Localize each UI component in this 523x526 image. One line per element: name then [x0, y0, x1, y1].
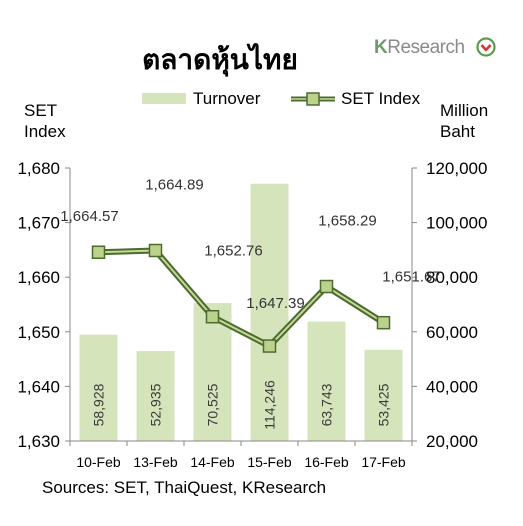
turnover-label-15-feb: 114,246	[262, 380, 278, 430]
set-index-label-14-feb: 1,652.76	[204, 243, 262, 260]
set-index-point-16-feb	[319, 279, 334, 294]
turnover-bar-17-feb	[364, 349, 403, 441]
left-tick-label-5: 1,680	[17, 159, 60, 178]
turnover-bar-10-feb	[79, 334, 118, 441]
left-tick-label-1: 1,640	[17, 377, 60, 396]
turnover-label-13-feb: 52,935	[148, 383, 164, 426]
left-axis-title-line-1: SET	[24, 101, 58, 120]
legend-set-index-label: SET Index	[341, 89, 421, 108]
right-tick-label-5: 120,000	[426, 159, 487, 178]
x-tick-label-16-feb: 16-Feb	[304, 454, 349, 470]
right-tick-label-1: 40,000	[426, 377, 478, 396]
x-tick-label-17-feb: 17-Feb	[361, 454, 406, 470]
kbank-logo-icon	[476, 37, 496, 57]
turnover-label-17-feb: 53,425	[376, 383, 392, 426]
left-tick-label-3: 1,660	[17, 268, 60, 287]
set-index-point-15-feb	[262, 339, 277, 353]
right-tick-label-0: 20,000	[426, 432, 478, 451]
set-index-label-15-feb: 1,647.39	[246, 295, 304, 312]
turnover-label-10-feb: 58,928	[91, 383, 107, 426]
turnover-label-14-feb: 70,525	[205, 383, 221, 426]
right-tick-label-3: 80,000	[426, 268, 478, 287]
set-index-label-13-feb: 1,664.89	[145, 177, 203, 194]
brand-name: Research	[387, 37, 465, 58]
left-axis-title: SET Index	[24, 100, 66, 142]
x-tick-label-15-feb: 15-Feb	[247, 454, 292, 470]
set-index-line-inner	[98, 249, 385, 348]
turnover-bar-16-feb	[307, 321, 346, 441]
legend-set-index-marker	[306, 92, 320, 106]
x-tick-label-10-feb: 10-Feb	[76, 454, 121, 470]
legend-turnover-swatch	[142, 93, 186, 104]
source-note: Sources: SET, ThaiQuest, KResearch	[42, 478, 327, 497]
right-axis-title: Million Baht	[440, 100, 488, 142]
right-tick-label-2: 60,000	[426, 323, 478, 342]
kresearch-logo: KResearch	[374, 37, 465, 59]
set-index-point-14-feb	[205, 309, 220, 324]
set-index-label-17-feb: 1,651.67	[382, 269, 440, 286]
legend-turnover-label: Turnover	[193, 89, 261, 108]
turnover-label-16-feb: 63,743	[319, 383, 335, 426]
left-tick-label-2: 1,650	[17, 323, 60, 342]
brand-k: K	[374, 37, 388, 58]
right-axis-title-line-1: Million	[440, 101, 489, 120]
chart-title: ตลาดหุ้นไทย	[142, 43, 298, 76]
set-index-point-17-feb	[376, 315, 391, 330]
set-index-label-10-feb: 1,664.57	[60, 208, 118, 225]
x-tick-label-13-feb: 13-Feb	[133, 454, 178, 470]
left-axis-title-line-2: Index	[24, 122, 66, 141]
turnover-bar-15-feb	[250, 183, 289, 441]
left-tick-label-0: 1,630	[17, 432, 60, 451]
set-index-label-16-feb: 1,658.29	[318, 213, 376, 230]
set-index-point-10-feb	[91, 245, 106, 259]
x-tick-label-14-feb: 14-Feb	[190, 454, 235, 470]
turnover-bar-13-feb	[136, 351, 175, 441]
left-tick-label-4: 1,670	[17, 214, 60, 233]
right-tick-label-4: 100,000	[426, 214, 487, 233]
right-axis-title-line-2: Baht	[440, 122, 475, 141]
set-index-point-13-feb	[148, 243, 163, 258]
